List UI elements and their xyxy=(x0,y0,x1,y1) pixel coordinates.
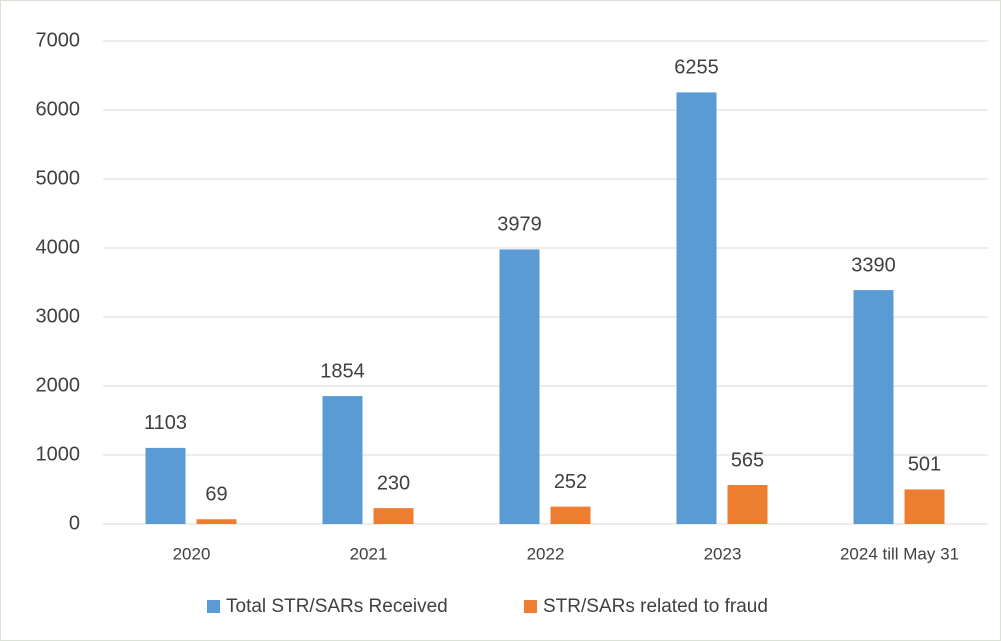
x-tick-label: 2023 xyxy=(704,544,742,563)
legend-swatch xyxy=(207,600,220,613)
y-tick-label: 1000 xyxy=(36,443,81,465)
bar xyxy=(676,92,717,524)
x-tick-label: 2020 xyxy=(173,544,211,563)
y-tick-label: 7000 xyxy=(36,29,81,51)
bar xyxy=(904,489,945,524)
x-tick-label: 2021 xyxy=(350,544,388,563)
bar xyxy=(196,519,237,524)
y-tick-label: 2000 xyxy=(36,374,81,396)
bar xyxy=(373,508,414,524)
data-label: 565 xyxy=(731,449,764,471)
bar xyxy=(322,396,363,524)
data-label: 6255 xyxy=(674,57,719,79)
data-label: 3979 xyxy=(497,214,542,236)
y-tick-label: 5000 xyxy=(36,167,81,189)
y-tick-label: 3000 xyxy=(36,305,81,327)
legend-swatch xyxy=(524,600,537,613)
bar xyxy=(499,249,540,524)
legend-label: STR/SARs related to fraud xyxy=(543,596,768,617)
y-tick-label: 4000 xyxy=(36,236,81,258)
legend-label: Total STR/SARs Received xyxy=(226,596,448,617)
x-tick-label: 2022 xyxy=(527,544,565,563)
x-tick-label: 2024 till May 31 xyxy=(840,544,959,563)
bar xyxy=(550,506,591,524)
y-tick-label: 6000 xyxy=(36,98,81,120)
bar xyxy=(727,485,768,524)
y-tick-label: 0 xyxy=(69,512,80,534)
bar xyxy=(145,447,186,524)
bar xyxy=(853,290,894,524)
data-label: 3390 xyxy=(851,254,896,276)
data-label: 501 xyxy=(908,454,941,476)
data-label: 1854 xyxy=(320,360,365,382)
data-label: 1103 xyxy=(144,412,187,434)
data-label: 69 xyxy=(205,484,227,506)
data-label: 252 xyxy=(554,471,587,493)
data-label: 230 xyxy=(377,472,410,494)
